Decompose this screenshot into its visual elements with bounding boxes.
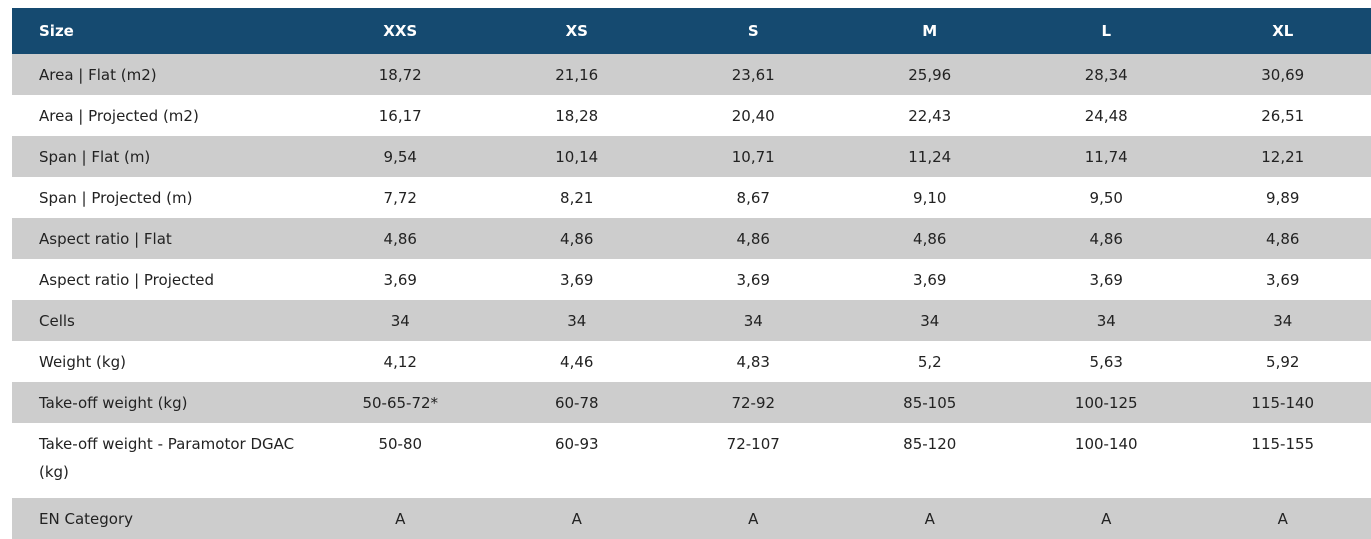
- table-cell: 9,54: [312, 136, 489, 177]
- table-cell: A: [312, 498, 489, 539]
- table-cell: A: [842, 498, 1019, 539]
- table-cell: 23,61: [665, 54, 842, 95]
- table-cell: 24,48: [1018, 95, 1195, 136]
- table-cell: 9,89: [1195, 177, 1371, 218]
- header-cell-xl: XL: [1195, 8, 1371, 54]
- table-cell: 34: [489, 300, 666, 341]
- table-cell: 100-125: [1018, 382, 1195, 423]
- table-cell: 4,86: [1018, 218, 1195, 259]
- table-cell: 26,51: [1195, 95, 1371, 136]
- table-cell: 85-120: [842, 423, 1019, 498]
- row-label: Span | Projected (m): [12, 177, 312, 218]
- row-label: Area | Projected (m2): [12, 95, 312, 136]
- table-cell: 34: [312, 300, 489, 341]
- table-cell: 3,69: [1195, 259, 1371, 300]
- table-cell: 9,10: [842, 177, 1019, 218]
- table-cell: 4,86: [665, 218, 842, 259]
- table-cell: 9,50: [1018, 177, 1195, 218]
- table-cell: 22,43: [842, 95, 1019, 136]
- table-cell: 10,71: [665, 136, 842, 177]
- table-cell: 18,72: [312, 54, 489, 95]
- table-cell: 72-92: [665, 382, 842, 423]
- table-row: EN Category A A A A A A: [12, 498, 1371, 539]
- table-cell: 100-140: [1018, 423, 1195, 498]
- table-row: Aspect ratio | Flat 4,86 4,86 4,86 4,86 …: [12, 218, 1371, 259]
- row-label: Aspect ratio | Flat: [12, 218, 312, 259]
- table-cell: 3,69: [489, 259, 666, 300]
- table-cell: 4,83: [665, 341, 842, 382]
- table-cell: 85-105: [842, 382, 1019, 423]
- table-cell: 11,74: [1018, 136, 1195, 177]
- row-label: Aspect ratio | Projected: [12, 259, 312, 300]
- table-cell: 60-93: [489, 423, 666, 498]
- table-cell: 30,69: [1195, 54, 1371, 95]
- table-cell: 4,86: [312, 218, 489, 259]
- table-cell: 21,16: [489, 54, 666, 95]
- table-cell: 4,86: [842, 218, 1019, 259]
- table-row: Area | Flat (m2) 18,72 21,16 23,61 25,96…: [12, 54, 1371, 95]
- header-cell-m: M: [842, 8, 1019, 54]
- row-label: Area | Flat (m2): [12, 54, 312, 95]
- header-cell-xxs: XXS: [312, 8, 489, 54]
- table-cell: A: [1018, 498, 1195, 539]
- row-label: EN Category: [12, 498, 312, 539]
- table-cell: 3,69: [1018, 259, 1195, 300]
- table-cell: 16,17: [312, 95, 489, 136]
- table-cell: 3,69: [665, 259, 842, 300]
- row-label: Take-off weight (kg): [12, 382, 312, 423]
- table-header-row: Size XXS XS S M L XL: [12, 8, 1371, 54]
- row-label: Take-off weight - Paramotor DGAC (kg): [12, 423, 312, 498]
- table-cell: 20,40: [665, 95, 842, 136]
- table-row: Take-off weight (kg) 50-65-72* 60-78 72-…: [12, 382, 1371, 423]
- table-cell: 25,96: [842, 54, 1019, 95]
- table-cell: A: [665, 498, 842, 539]
- table-cell: 34: [1195, 300, 1371, 341]
- header-cell-size: Size: [12, 8, 312, 54]
- table-cell: 34: [1018, 300, 1195, 341]
- table-cell: 60-78: [489, 382, 666, 423]
- table-cell: 5,63: [1018, 341, 1195, 382]
- table-cell: 3,69: [842, 259, 1019, 300]
- table-row: Span | Projected (m) 7,72 8,21 8,67 9,10…: [12, 177, 1371, 218]
- table-cell: 72-107: [665, 423, 842, 498]
- table-row: Weight (kg) 4,12 4,46 4,83 5,2 5,63 5,92: [12, 341, 1371, 382]
- table-cell: 10,14: [489, 136, 666, 177]
- table-cell: 34: [842, 300, 1019, 341]
- header-cell-l: L: [1018, 8, 1195, 54]
- table-cell: 4,86: [1195, 218, 1371, 259]
- row-label: Cells: [12, 300, 312, 341]
- table-row: Take-off weight - Paramotor DGAC (kg) 50…: [12, 423, 1371, 498]
- table-row: Aspect ratio | Projected 3,69 3,69 3,69 …: [12, 259, 1371, 300]
- table-cell: 5,2: [842, 341, 1019, 382]
- table-cell: 115-155: [1195, 423, 1371, 498]
- header-cell-xs: XS: [489, 8, 666, 54]
- table-cell: 8,67: [665, 177, 842, 218]
- table-cell: 11,24: [842, 136, 1019, 177]
- table-cell: 115-140: [1195, 382, 1371, 423]
- table-cell: 12,21: [1195, 136, 1371, 177]
- table-cell: 4,86: [489, 218, 666, 259]
- row-label: Span | Flat (m): [12, 136, 312, 177]
- table-cell: 50-80: [312, 423, 489, 498]
- table-row: Cells 34 34 34 34 34 34: [12, 300, 1371, 341]
- table-row: Area | Projected (m2) 16,17 18,28 20,40 …: [12, 95, 1371, 136]
- table-cell: A: [489, 498, 666, 539]
- table-cell: 7,72: [312, 177, 489, 218]
- header-cell-s: S: [665, 8, 842, 54]
- table-cell: 50-65-72*: [312, 382, 489, 423]
- table-cell: 3,69: [312, 259, 489, 300]
- size-spec-table-container: Size XXS XS S M L XL Area | Flat (m2) 18…: [12, 8, 1371, 539]
- row-label: Weight (kg): [12, 341, 312, 382]
- table-cell: 5,92: [1195, 341, 1371, 382]
- table-cell: 28,34: [1018, 54, 1195, 95]
- table-cell: 18,28: [489, 95, 666, 136]
- table-cell: 4,46: [489, 341, 666, 382]
- table-cell: 34: [665, 300, 842, 341]
- table-cell: 4,12: [312, 341, 489, 382]
- size-spec-table: Size XXS XS S M L XL Area | Flat (m2) 18…: [12, 8, 1371, 539]
- table-cell: 8,21: [489, 177, 666, 218]
- table-row: Span | Flat (m) 9,54 10,14 10,71 11,24 1…: [12, 136, 1371, 177]
- table-cell: A: [1195, 498, 1371, 539]
